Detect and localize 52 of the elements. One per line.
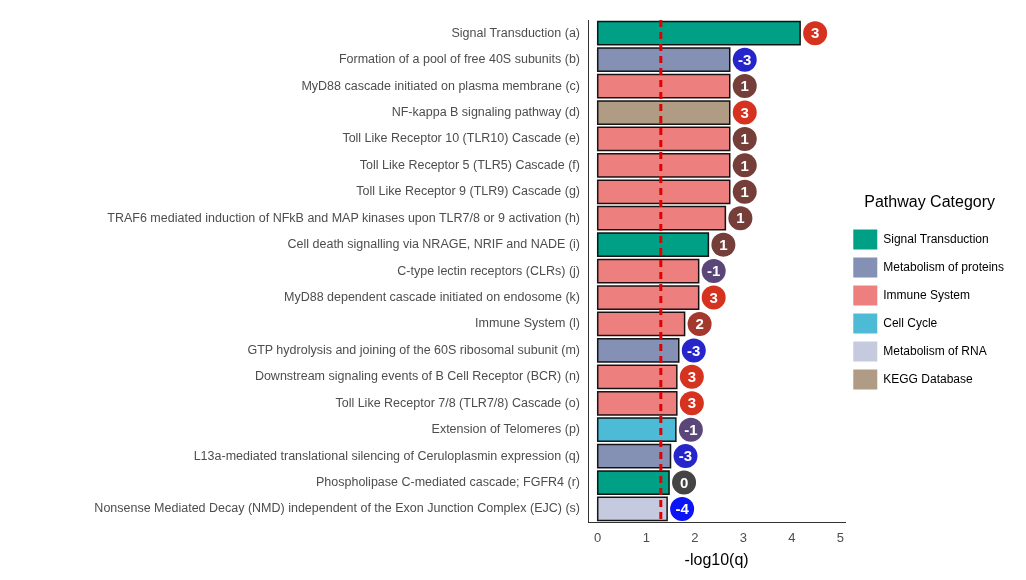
annotation: 1 <box>740 130 749 148</box>
annotation: -3 <box>687 341 701 359</box>
x-tick-label: 1 <box>642 529 650 545</box>
annotation: -3 <box>678 447 693 465</box>
legend-title: Pathway Category <box>864 192 996 210</box>
y-tick-label: Formation of a pool of free 40S subunits (b) <box>338 52 580 67</box>
annotation: 3 <box>709 288 718 306</box>
annotation: 1 <box>740 156 749 174</box>
annotation: -1 <box>684 420 698 438</box>
annotation: 1 <box>740 77 749 95</box>
y-tick-label: Toll Like Receptor 10 (TLR10) Cascade (e) <box>342 131 580 146</box>
annotation: 1 <box>736 209 745 227</box>
x-axis-title: -log10(q) <box>684 550 749 568</box>
annotation: 0 <box>679 473 689 491</box>
annotation: 3 <box>810 24 820 42</box>
annotation: 3 <box>740 103 749 121</box>
y-tick-label: MyD88 dependent cascade initiated on endosome (k) <box>283 289 580 304</box>
annotation: 1 <box>719 235 728 253</box>
x-tick-label: 2 <box>691 529 699 545</box>
x-tick-label: 0 <box>594 529 602 545</box>
x-tick-label: 4 <box>788 529 796 545</box>
y-tick-label: Immune System (l) <box>475 316 580 331</box>
legend-label: Metabolism of proteins <box>883 259 1005 274</box>
y-tick-label: C-type lectin receptors (CLRs) (j) <box>397 263 580 278</box>
x-tick-label: 5 <box>836 529 845 545</box>
legend-label: Immune System <box>883 287 970 302</box>
annotation: -1 <box>707 262 721 280</box>
y-tick-label: Downstream signaling events of B Cell Receptor (BCR) (n) <box>254 369 580 384</box>
legend-label: Signal Transduction <box>883 231 989 246</box>
annotation: 3 <box>687 367 697 385</box>
annotation: -3 <box>738 50 752 68</box>
y-tick-label: Cell death signalling via NRAGE, NRIF and NADE (i) <box>287 237 580 252</box>
y-tick-label: Nonsense Mediated Decay (NMD) independent of the Exon Junction Complex (EJC) (s) <box>94 501 580 516</box>
y-tick-label: Toll Like Receptor 7/8 (TLR7/8) Cascade (o) <box>335 395 580 410</box>
x-tick-label: 3 <box>739 529 747 545</box>
annotation: -4 <box>675 500 690 518</box>
legend-label: Metabolism of RNA <box>883 343 987 358</box>
y-tick-label: NF-kappa B signaling pathway (d) <box>391 104 580 119</box>
y-tick-label: Toll Like Receptor 9 (TLR9) Cascade (g) <box>356 184 580 199</box>
y-tick-label: Phospholipase C-mediated cascade; FGFR4 (r) <box>315 475 580 490</box>
y-tick-label: L13a-mediated translational silencing of Ceruloplasmin expression (q) <box>193 448 580 463</box>
y-tick-label: GTP hydrolysis and joining of the 60S ribosomal subunit (m) <box>247 342 580 357</box>
annotation: 3 <box>687 394 697 412</box>
y-tick-label: Extension of Telomeres (p) <box>431 422 580 437</box>
annotation: 2 <box>695 315 704 333</box>
y-tick-label: TRAF6 mediated induction of NFkB and MAP kinases upon TLR7/8 or 9 activation (h) <box>107 210 580 225</box>
y-tick-label: MyD88 cascade initiated on plasma membrane (c) <box>301 78 580 93</box>
y-tick-label: Toll Like Receptor 5 (TLR5) Cascade (f) <box>359 157 580 172</box>
legend-label: KEGG Database <box>883 371 973 386</box>
annotation: 1 <box>740 182 749 200</box>
y-tick-label: Signal Transduction (a) <box>451 25 580 40</box>
legend-label: Cell Cycle <box>883 315 938 330</box>
